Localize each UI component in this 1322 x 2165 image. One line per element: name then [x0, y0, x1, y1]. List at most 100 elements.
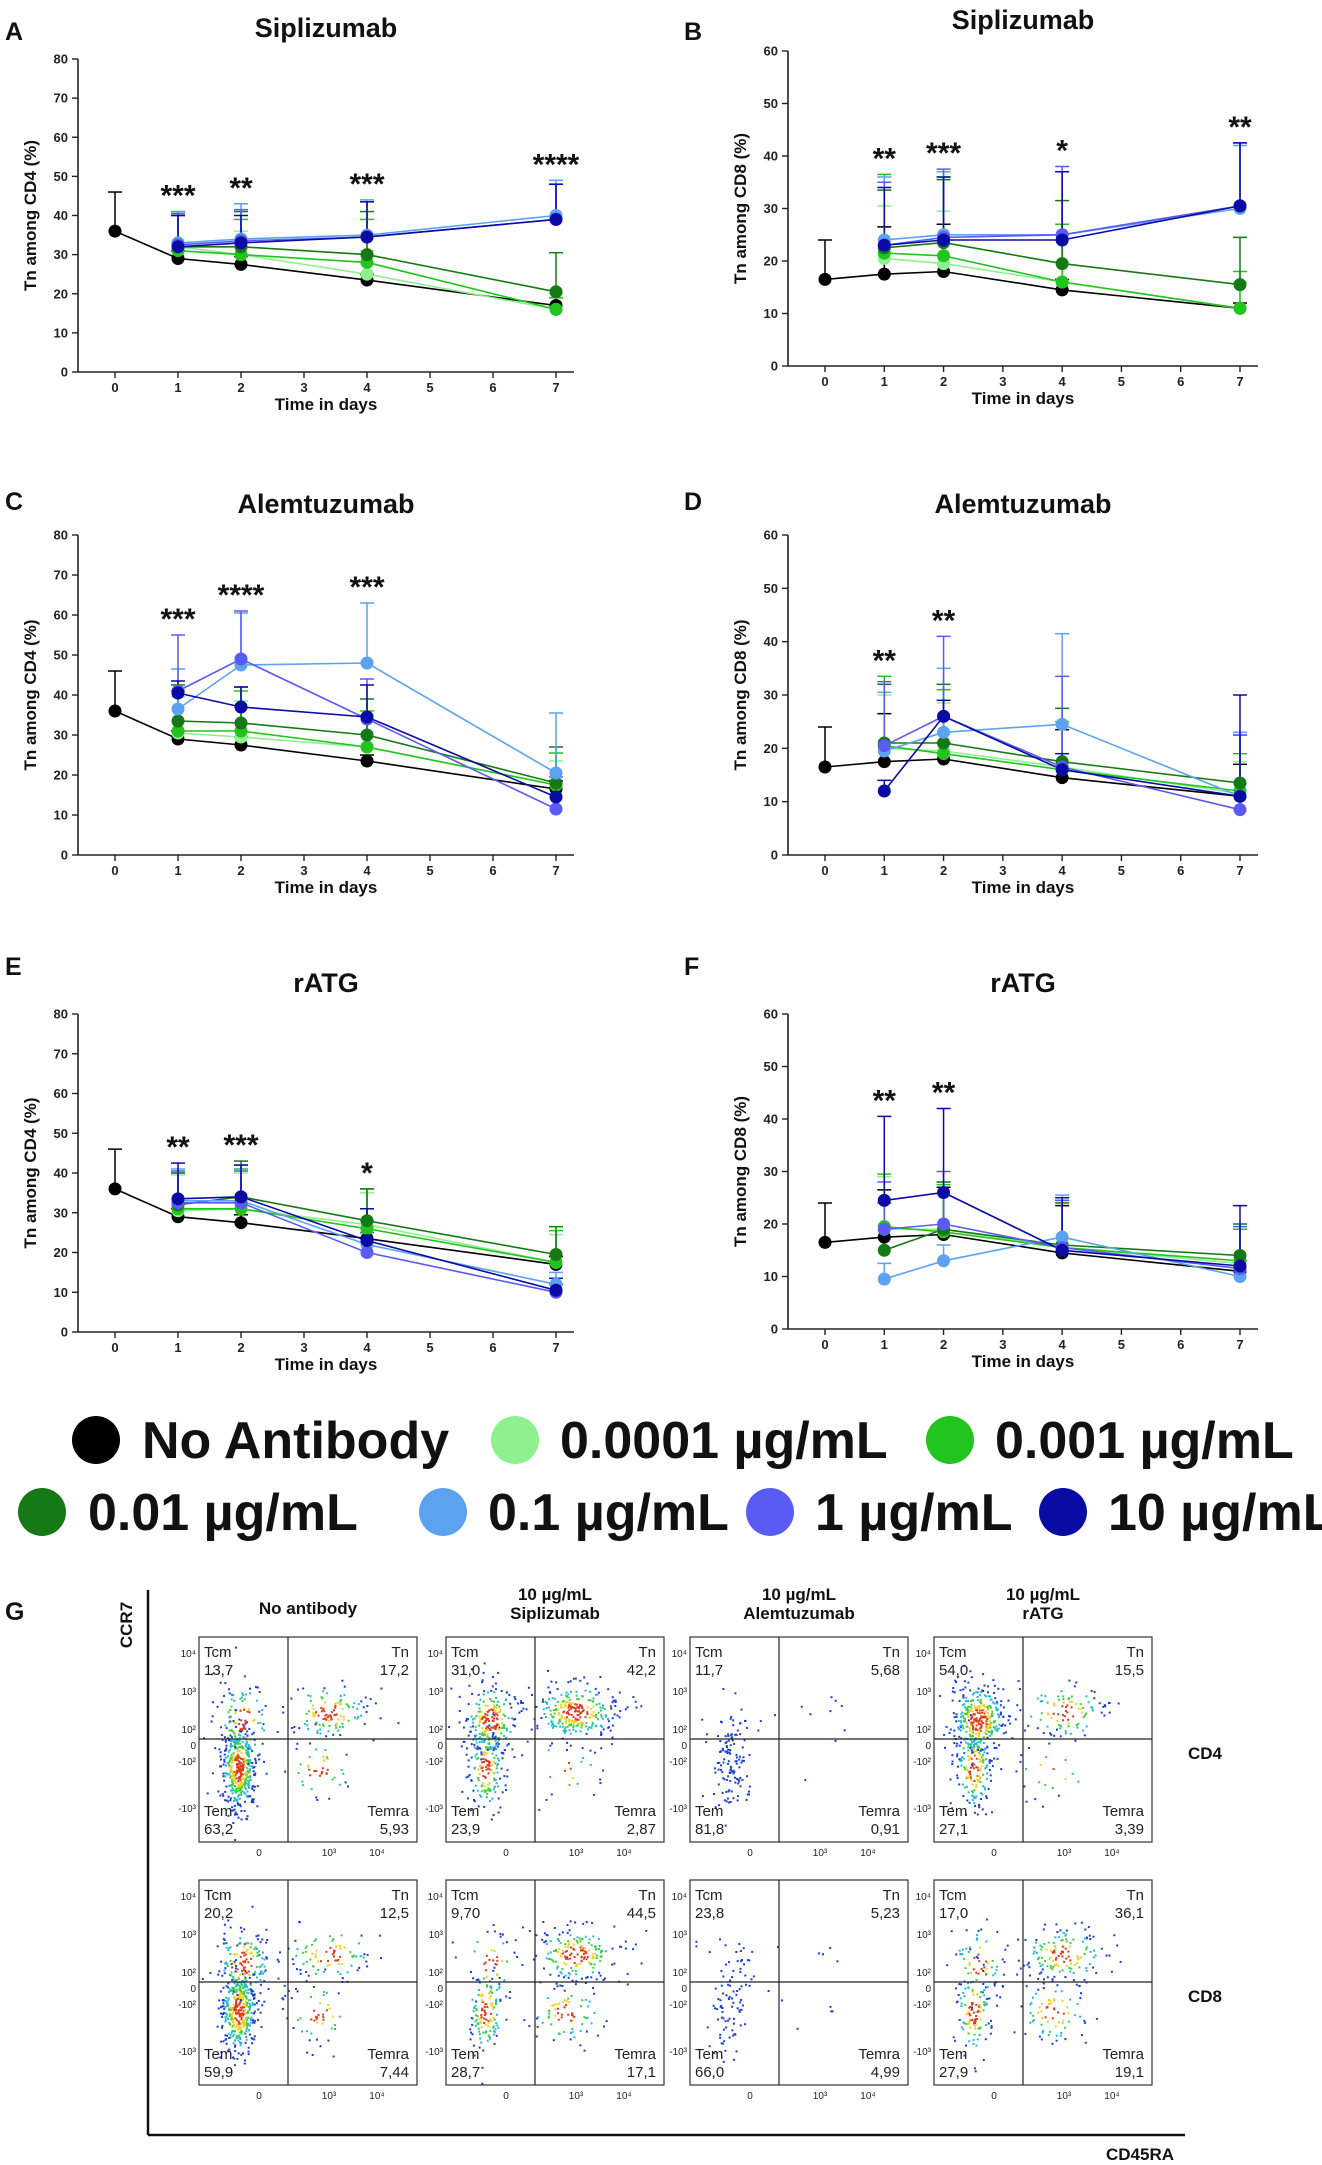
- legend-label: 1 µg/mL: [815, 1484, 1013, 1542]
- flow-event: [480, 1751, 483, 1754]
- flow-event: [576, 1724, 579, 1727]
- flow-event: [304, 1947, 307, 1950]
- flow-event: [488, 1748, 490, 1751]
- flow-event: [545, 1798, 548, 1801]
- flow-event: [486, 1725, 489, 1728]
- data-point: [877, 1272, 891, 1286]
- flow-event: [484, 1719, 487, 1722]
- flow-event: [595, 1713, 597, 1716]
- flow-event: [230, 2018, 233, 2021]
- flow-event: [720, 2004, 723, 2007]
- flow-event: [1100, 1947, 1103, 1950]
- flow-event: [1052, 1951, 1054, 1954]
- flow-event: [971, 1790, 973, 1793]
- flow-event: [977, 1769, 980, 1772]
- quadrant-name-temra: Temra: [367, 1803, 409, 1820]
- flow-event: [499, 1933, 502, 1935]
- flow-event: [314, 2015, 317, 2018]
- flow-event: [470, 1715, 473, 1718]
- flow-event: [245, 2030, 248, 2033]
- flow-event: [614, 1701, 617, 1703]
- flow-event: [228, 1721, 231, 1724]
- flow-event: [482, 2049, 485, 2052]
- flow-event: [601, 1717, 604, 1720]
- flow-event: [244, 1744, 247, 1747]
- flow-event: [491, 1764, 494, 1767]
- flow-y-tick-label: 10³: [182, 1930, 197, 1941]
- flow-event: [556, 1951, 559, 1954]
- flow-event: [504, 1749, 506, 1751]
- flow-event: [330, 1716, 333, 1718]
- flow-event: [1078, 1966, 1081, 1969]
- flow-event: [1116, 1944, 1119, 1947]
- flow-event: [1067, 1955, 1070, 1958]
- flow-event: [499, 1935, 502, 1938]
- flow-event: [990, 1715, 993, 1718]
- flow-event: [731, 2029, 734, 2032]
- flow-event: [244, 2000, 247, 2003]
- flow-event: [232, 1773, 235, 1776]
- flow-event: [720, 2042, 723, 2045]
- quadrant-name-tem: Tem: [695, 1803, 723, 1820]
- flow-event: [232, 1822, 235, 1824]
- flow-event: [488, 1979, 491, 1982]
- flow-event: [220, 1726, 223, 1729]
- flow-event: [975, 1766, 978, 1769]
- flow-event: [234, 1839, 237, 1842]
- data-point: [171, 702, 185, 716]
- flow-event: [263, 1980, 266, 1983]
- flow-event: [1050, 1733, 1053, 1736]
- flow-event: [1029, 1974, 1031, 1977]
- x-tick-label: 6: [489, 863, 496, 878]
- flow-event: [607, 1718, 610, 1720]
- flow-event: [719, 1938, 721, 1941]
- flow-event: [326, 1964, 329, 1967]
- flow-event: [978, 1734, 981, 1737]
- flow-event: [323, 1687, 326, 1690]
- flow-event: [484, 1733, 486, 1736]
- flow-event: [736, 1799, 739, 1802]
- flow-event: [316, 2016, 319, 2019]
- flow-event: [311, 1943, 313, 1946]
- flow-event: [330, 1718, 333, 1721]
- flow-event: [468, 1684, 471, 1687]
- flow-event: [244, 1792, 247, 1795]
- flow-event: [992, 1701, 994, 1704]
- flow-event: [243, 1966, 246, 1969]
- flow-event: [1044, 1960, 1046, 1963]
- flow-event: [380, 1687, 383, 1690]
- data-point: [877, 1193, 891, 1207]
- flow-event: [1091, 1709, 1094, 1712]
- flow-event: [967, 1986, 970, 1989]
- y-tick-label: 50: [54, 169, 68, 184]
- flow-event: [970, 1703, 973, 1706]
- flow-event: [722, 2028, 725, 2031]
- y-tick-label: 40: [764, 634, 778, 649]
- flow-event: [227, 1982, 230, 1985]
- flow-event: [486, 2039, 489, 2042]
- flow-event: [985, 1766, 988, 1769]
- flow-event: [478, 1979, 481, 1982]
- flow-event: [990, 2025, 993, 2028]
- flow-event: [251, 2001, 254, 2004]
- flow-event: [961, 1953, 964, 1955]
- flow-event: [540, 1717, 543, 1719]
- flow-event: [973, 1713, 976, 1716]
- flow-event: [746, 1959, 749, 1962]
- flow-event: [603, 1977, 606, 1980]
- flow-event: [968, 1775, 971, 1777]
- flow-event: [973, 1780, 976, 1782]
- flow-event: [219, 2056, 222, 2059]
- flow-event: [992, 1742, 995, 1745]
- flow-event: [978, 1777, 981, 1780]
- flow-event: [232, 1770, 235, 1773]
- flow-event: [505, 1960, 508, 1963]
- flow-event: [502, 1726, 505, 1729]
- series-line: [177, 214, 557, 244]
- flow-event: [1007, 1719, 1010, 1722]
- flow-event: [964, 2003, 967, 2006]
- flow-event: [720, 1720, 722, 1723]
- flow-event: [738, 2009, 741, 2012]
- data-point: [1055, 257, 1069, 271]
- flow-event: [957, 1726, 960, 1729]
